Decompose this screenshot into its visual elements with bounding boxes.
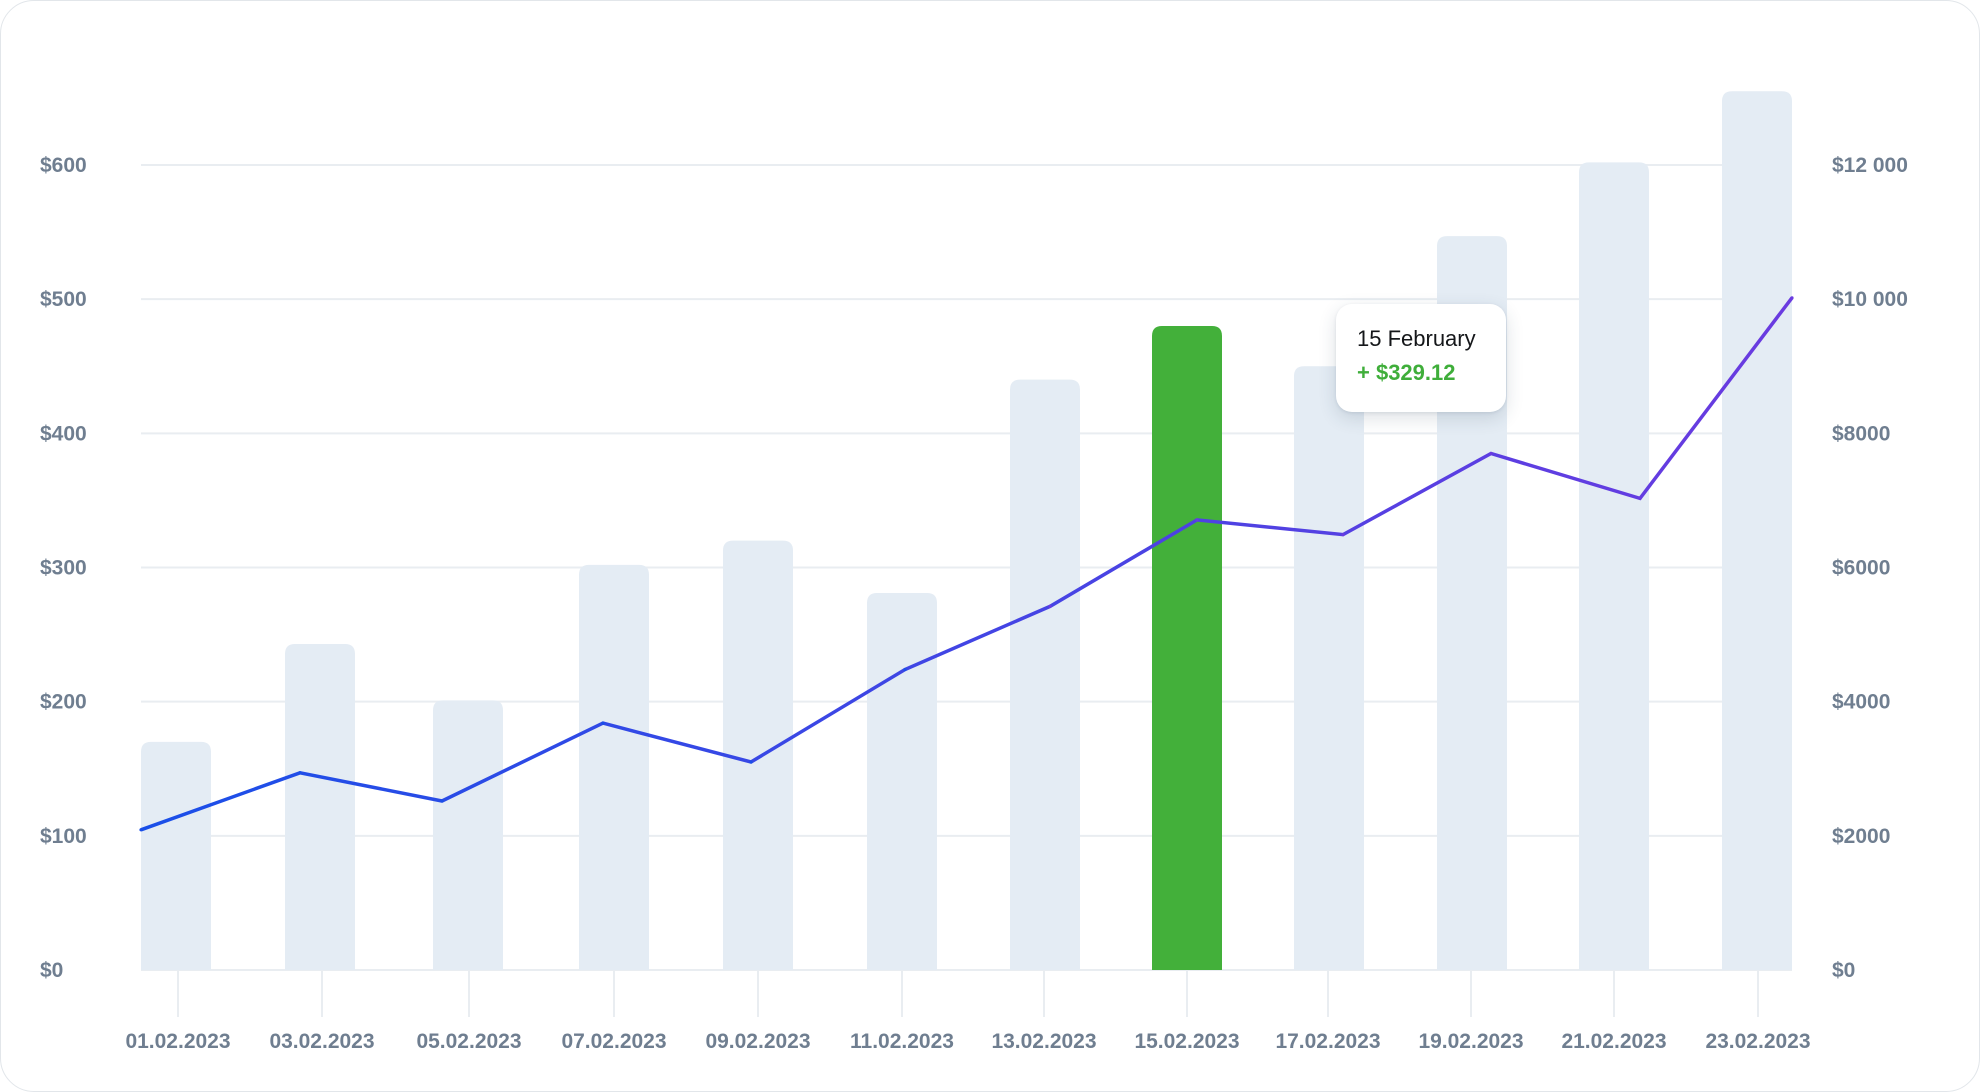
x-axis-tick-label: 11.02.2023: [850, 1030, 954, 1053]
bar[interactable]: [723, 540, 793, 970]
x-axis-tick-label: 01.02.2023: [125, 1030, 230, 1053]
bar[interactable]: [285, 643, 355, 970]
left-axis-tick-label: $500: [40, 288, 87, 311]
line-series-path: [140, 296, 1794, 832]
tooltip-value: + $329.12: [1357, 360, 1456, 385]
chart-tooltip: 15 February + $329.12: [1336, 304, 1506, 412]
line-point: [749, 760, 753, 764]
right-axis-tick-label: $10 000: [1832, 288, 1908, 311]
left-axis-tick-label: $600: [40, 154, 87, 177]
bar[interactable]: [433, 700, 503, 970]
x-axis: 01.02.2023 03.02.2023 05.02.2023 07.02.2023…: [125, 971, 1811, 1053]
x-axis-tick-label: 23.02.2023: [1705, 1030, 1810, 1053]
line-point: [1489, 451, 1493, 456]
bar[interactable]: [867, 592, 937, 970]
left-axis-tick-label: $300: [40, 557, 87, 580]
bar[interactable]: [1010, 379, 1080, 971]
line-point: [1195, 518, 1199, 522]
line-point: [1790, 296, 1794, 300]
right-axis-tick-label: $6000: [1832, 557, 1890, 580]
bar[interactable]: [1579, 162, 1649, 971]
bar[interactable]: [1722, 91, 1792, 971]
x-axis-tick-label: 05.02.2023: [416, 1030, 521, 1053]
x-axis-tick-label: 21.02.2023: [1561, 1030, 1666, 1053]
line-point: [1048, 604, 1052, 609]
gridlines: [141, 164, 1792, 971]
right-axis-tick-label: $12 000: [1832, 154, 1908, 177]
line-point: [1638, 496, 1642, 501]
line-point: [298, 771, 302, 775]
left-axis-tick-label: $0: [40, 959, 63, 982]
left-axis-tick-label: $400: [40, 422, 87, 445]
tooltip-date: 15 February: [1357, 326, 1476, 351]
line-point: [139, 828, 143, 832]
line-point: [903, 667, 907, 672]
right-axis-tick-label: $2000: [1832, 825, 1890, 848]
bar[interactable]: [1294, 366, 1364, 970]
left-axis-tick-label: $100: [40, 825, 87, 848]
right-axis-tick-label: $0: [1832, 959, 1855, 982]
x-axis-tick-label: 09.02.2023: [705, 1030, 810, 1053]
line-point: [440, 799, 444, 803]
line-point: [601, 721, 605, 725]
x-axis-tick-label: 15.02.2023: [1134, 1030, 1239, 1053]
x-axis-tick-label: 03.02.2023: [269, 1030, 374, 1053]
bar[interactable]: [1437, 236, 1507, 970]
x-axis-tick-label: 07.02.2023: [561, 1030, 666, 1053]
bar[interactable]: [141, 741, 211, 970]
line-point: [1341, 533, 1345, 537]
bar[interactable]: [579, 564, 649, 970]
left-y-axis: $0 $100 $200 $300 $400 $500 $600: [40, 154, 87, 982]
x-axis-tick-label: 13.02.2023: [991, 1030, 1096, 1053]
bar-series: [141, 91, 1792, 971]
right-axis-tick-label: $4000: [1832, 691, 1890, 714]
bar-highlighted[interactable]: [1152, 326, 1222, 970]
line-series: [139, 296, 1794, 832]
right-y-axis: $0 $2000 $4000 $6000 $8000 $10 000 $12 000: [1832, 154, 1908, 982]
x-axis-tick-label: 19.02.2023: [1418, 1030, 1523, 1053]
left-axis-tick-label: $200: [40, 691, 87, 714]
right-axis-tick-label: $8000: [1832, 422, 1890, 445]
x-axis-tick-label: 17.02.2023: [1275, 1030, 1380, 1053]
